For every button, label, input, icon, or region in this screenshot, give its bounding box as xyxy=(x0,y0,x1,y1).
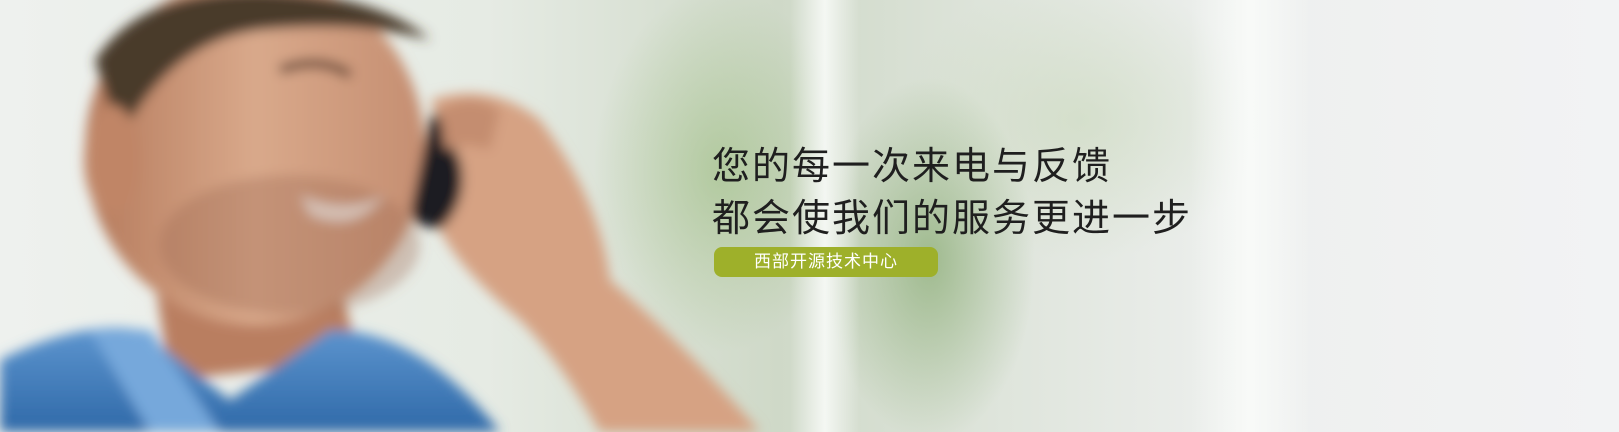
man-on-phone-photo xyxy=(0,0,760,432)
window-frame xyxy=(790,0,860,432)
headline-line-2: 都会使我们的服务更进一步 xyxy=(712,196,1193,240)
window-frame xyxy=(1190,0,1310,432)
banner-headline: 您的每一次来电与反馈 都会使我们的服务更进一步 xyxy=(712,140,1192,244)
organization-badge: 西部开源技术中心 xyxy=(714,247,938,277)
headline-line-1: 您的每一次来电与反馈 xyxy=(712,144,1113,188)
